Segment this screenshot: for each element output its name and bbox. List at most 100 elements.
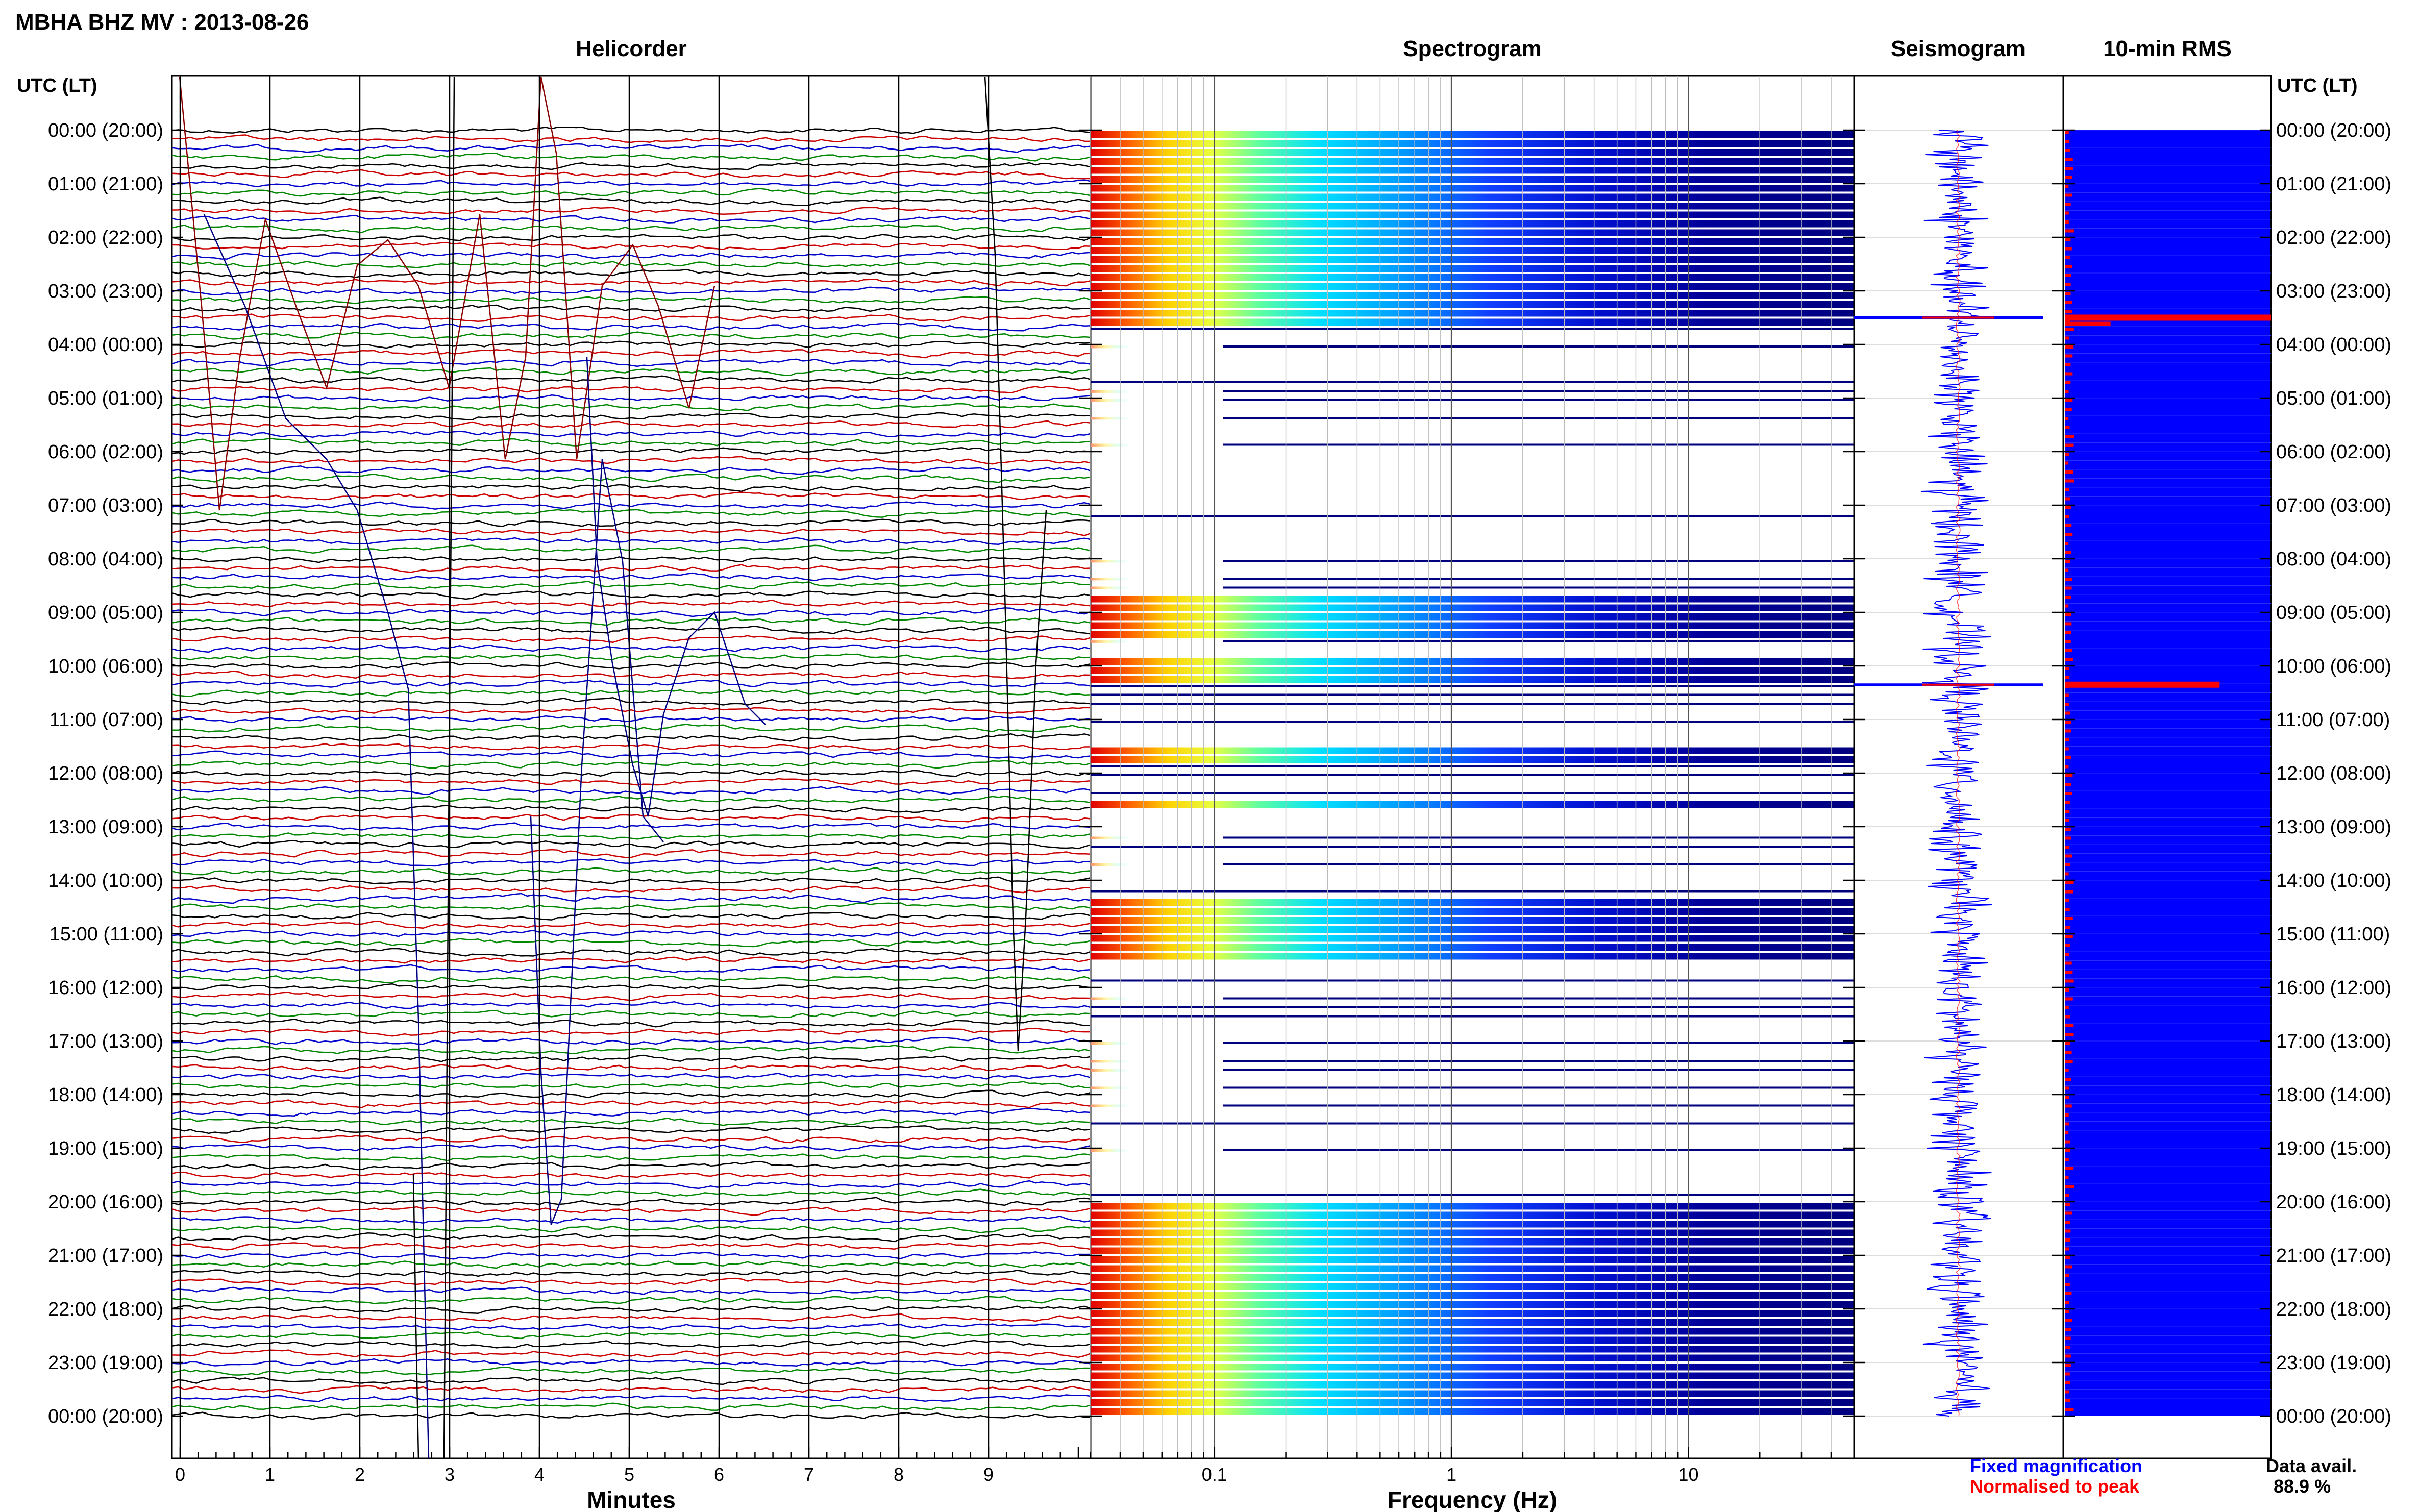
rms-bar-normalised [2065, 497, 2070, 501]
rms-bar-normalised [2065, 658, 2073, 661]
rms-bar-normalised [2065, 810, 2070, 813]
helicorder-trace [172, 403, 1091, 412]
rms-bar-normalised [2065, 1238, 2070, 1242]
rms-bar-normalised [2065, 738, 2069, 741]
spectrogram-row [1091, 863, 1223, 866]
spectrogram-row [1091, 774, 1854, 776]
spectrogram-row [1091, 836, 1223, 839]
helicorder-trace [172, 1153, 1091, 1161]
spectrogram-xlabel: Frequency (Hz) [1388, 1486, 1557, 1512]
helicorder-x-tick-label: 4 [534, 1464, 545, 1485]
time-label-left: 08:00 (04:00) [48, 549, 163, 570]
rms-bar-normalised [2065, 747, 2069, 751]
rms-bar-normalised [2065, 461, 2069, 465]
helicorder-trace [172, 964, 1091, 974]
rms-bar-normalised [2065, 140, 2070, 143]
rms-bar-normalised [2065, 1247, 2069, 1251]
spectrogram-row [1091, 1310, 1854, 1317]
helicorder-trace [172, 796, 1091, 804]
time-axis-label-left: UTC (LT) [17, 75, 97, 96]
rms-event-bar [2065, 321, 2111, 326]
rms-bar-normalised [2065, 551, 2071, 554]
time-label-left: 04:00 (00:00) [48, 334, 163, 356]
spectrogram-row [1091, 1346, 1854, 1353]
rms-event-bar [2065, 681, 2220, 688]
time-label-right: 15:00 (11:00) [2276, 924, 2390, 945]
helicorder-trace [172, 1188, 1091, 1197]
time-axis-label-right: UTC (LT) [2277, 75, 2358, 96]
helicorder-trace [172, 143, 1091, 153]
rms-bar-normalised [2065, 1158, 2069, 1161]
helicorder-trace [172, 921, 1091, 929]
spectrogram-row [1091, 140, 1854, 147]
helicorder-trace [172, 544, 1091, 554]
rms-bar-normalised [2065, 220, 2069, 224]
helicorder-trace [172, 832, 1091, 840]
spectrogram-row [1091, 953, 1854, 960]
helicorder-trace [172, 1376, 1091, 1385]
helicorder-trace [172, 537, 1091, 545]
helicorder-trace [172, 805, 1091, 813]
helicorder-trace [172, 169, 1091, 180]
helicorder-trace [172, 1232, 1091, 1243]
rms-bar-normalised [2065, 926, 2071, 929]
rms-bar-normalised [2065, 1346, 2070, 1349]
spectrogram-row [1091, 211, 1854, 218]
spectrogram-row [1091, 578, 1223, 581]
helicorder-trace [172, 1009, 1091, 1019]
spectrogram-row [1091, 693, 1854, 696]
time-labels: 00:00 (20:00) 00:00 (20:00) 01:00 (21:00) 0… [48, 120, 2391, 1427]
helicorder-trace [172, 876, 1091, 884]
spectrogram-row [1091, 899, 1854, 906]
rms-bar-normalised [2065, 408, 2072, 411]
helicorder-trace [172, 1144, 1091, 1152]
helicorder-trace [172, 251, 1091, 260]
helicorder-trace [172, 556, 1091, 563]
spectrogram-row [1091, 238, 1854, 245]
rms-bar-normalised [2065, 1104, 2072, 1108]
time-label-right: 10:00 (06:00) [2276, 656, 2391, 677]
rms-bar-normalised [2065, 328, 2074, 331]
spectrogram-row [1091, 747, 1854, 754]
spectrogram-row [1091, 640, 1223, 643]
spectrogram-row [1091, 1069, 1223, 1072]
helicorder-trace [172, 715, 1091, 723]
rms-bar-normalised [2065, 1015, 2070, 1019]
spectrogram-row [1091, 515, 1854, 517]
rms-bar-normalised [2065, 765, 2069, 769]
helicorder-trace [172, 412, 1091, 421]
helicorder-trace [172, 474, 1091, 483]
spectrogram-row [1091, 131, 1854, 138]
helicorder-trace [172, 1160, 1091, 1170]
rms-bar-normalised [2065, 1113, 2069, 1117]
rms-bar-normalised [2065, 979, 2074, 983]
helicorder-event-trace [586, 357, 766, 817]
helicorder-trace [172, 849, 1091, 858]
rms-bar-normalised [2065, 265, 2073, 268]
helicorder-trace [172, 1118, 1091, 1126]
spectrogram-row [1091, 1229, 1854, 1236]
rms-bar-normalised [2065, 1060, 2073, 1063]
helicorder-trace [172, 1286, 1091, 1295]
spectrogram-row [1091, 667, 1854, 674]
time-label-left: 01:00 (21:00) [48, 173, 163, 195]
spectrogram-x-tick-label: 10 [1678, 1464, 1698, 1485]
rms-bar-normalised [2065, 1051, 2072, 1054]
rms-bar-normalised [2065, 1319, 2072, 1322]
helicorder-trace [172, 268, 1091, 278]
rms-bar-normalised [2065, 604, 2069, 608]
helicorder-trace [172, 279, 1091, 287]
helicorder-trace [172, 188, 1091, 197]
spectrogram-row [1091, 149, 1854, 156]
rms-bar-normalised [2065, 345, 2074, 349]
helicorder-trace [172, 743, 1091, 751]
rms-bar-normalised [2065, 1203, 2070, 1206]
spectrogram-row [1091, 310, 1854, 317]
rms-bar-normalised [2065, 506, 2071, 509]
rms-bar-normalised [2065, 1033, 2074, 1036]
helicorder-trace [172, 689, 1091, 698]
helicorder-trace [172, 1260, 1091, 1269]
time-label-left: 00:00 (20:00) [48, 120, 163, 141]
rms-bar-normalised [2065, 1283, 2070, 1286]
helicorder-x-tick-label: 7 [804, 1464, 814, 1485]
